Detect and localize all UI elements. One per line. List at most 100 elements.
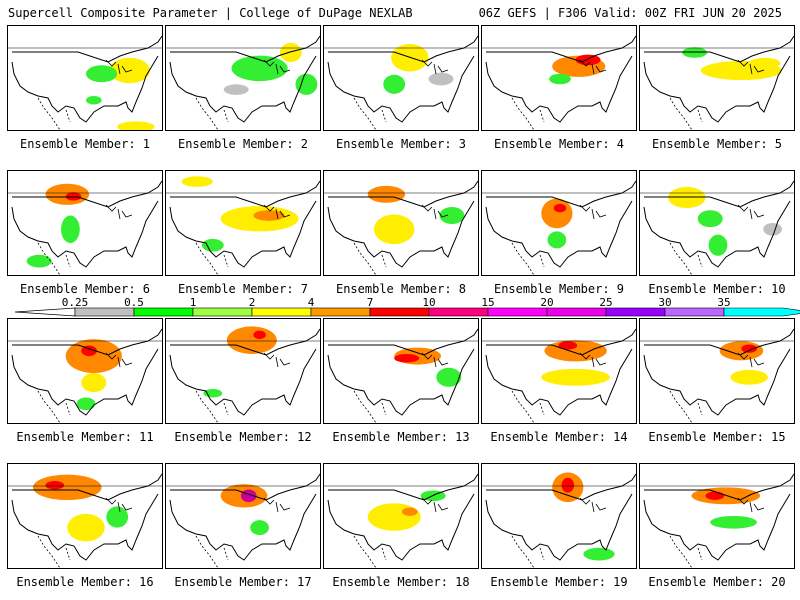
- scp-contour-area: [253, 210, 285, 221]
- scp-contour-area: [541, 368, 610, 386]
- country-border: [327, 473, 478, 561]
- scp-contour-area: [763, 222, 782, 236]
- scp-contour-area: [549, 73, 571, 85]
- mexico-border: [195, 535, 229, 568]
- mexico-border: [511, 535, 545, 568]
- ensemble-map-panel: [7, 25, 163, 131]
- country-border: [643, 473, 794, 561]
- map-canvas: [8, 180, 162, 275]
- ensemble-member-caption: Ensemble Member: 6: [19, 282, 151, 296]
- map-canvas: [482, 35, 636, 130]
- ensemble-member-caption: Ensemble Member: 1: [19, 137, 151, 151]
- ensemble-map-panel: [323, 318, 479, 424]
- ensemble-member-caption: Ensemble Member: 13: [332, 430, 470, 444]
- country-border: [169, 328, 320, 416]
- mexico-border: [669, 535, 703, 568]
- great-lakes-outline: [579, 352, 607, 368]
- great-lakes-outline: [105, 204, 133, 220]
- great-lakes-outline: [263, 204, 291, 220]
- scp-contour-area: [86, 95, 102, 105]
- map-canvas: [640, 473, 794, 568]
- ensemble-member-caption: Ensemble Member: 15: [648, 430, 786, 444]
- scp-contour-area: [65, 192, 82, 201]
- colorbar-swatch: [605, 307, 666, 317]
- scp-contour-area: [682, 47, 708, 58]
- ensemble-map-panel: [165, 318, 321, 424]
- country-border: [327, 180, 478, 268]
- scp-contour-area: [697, 210, 723, 228]
- map-canvas: [8, 473, 162, 568]
- great-lakes-outline: [421, 497, 449, 513]
- ensemble-map-panel: [323, 170, 479, 276]
- scp-contour-area: [201, 238, 224, 252]
- scp-contour-area: [61, 215, 80, 244]
- chart-title: Supercell Composite Parameter | College …: [8, 6, 413, 20]
- great-lakes-outline: [737, 352, 765, 368]
- great-lakes-outline: [263, 352, 291, 368]
- scp-contour-area: [705, 491, 725, 501]
- great-lakes-outline: [737, 59, 765, 75]
- map-canvas: [166, 176, 320, 275]
- colorbar-tick-label: 25: [599, 296, 612, 309]
- scp-contour-area: [250, 520, 269, 536]
- great-lakes-outline: [421, 59, 449, 75]
- colorbar-swatch: [133, 307, 194, 317]
- color-legend: 0.25 0.5 1 2 4 7 10 15 20 25 30 35: [14, 296, 800, 317]
- map-canvas: [166, 35, 320, 130]
- scp-contour-area: [106, 506, 129, 528]
- ensemble-map-panel: [7, 318, 163, 424]
- colorbar-max-arrow: [723, 307, 800, 317]
- scp-contour-area: [558, 341, 578, 350]
- mexico-border: [669, 242, 703, 275]
- ensemble-map-panel: [323, 25, 479, 131]
- mexico-border: [669, 390, 703, 423]
- ensemble-member-caption: Ensemble Member: 7: [177, 282, 309, 296]
- scp-contour-area: [65, 339, 122, 374]
- ensemble-member-caption: Ensemble Member: 12: [174, 430, 312, 444]
- mexico-border: [511, 390, 545, 423]
- ensemble-member-caption: Ensemble Member: 4: [493, 137, 625, 151]
- mexico-border: [195, 242, 229, 275]
- scp-contour-area: [295, 73, 318, 95]
- scp-contour-area: [730, 369, 768, 385]
- run-valid-time: 06Z GEFS | F306 Valid: 00Z FRI JUN 20 20…: [478, 6, 782, 20]
- great-lakes-outline: [421, 352, 449, 368]
- scp-contour-area: [553, 203, 567, 213]
- mexico-border: [353, 242, 387, 275]
- map-canvas: [640, 328, 794, 423]
- great-lakes-outline: [737, 497, 765, 513]
- ensemble-map-panel: [639, 318, 795, 424]
- map-canvas: [640, 180, 794, 275]
- ensemble-map-panel: [639, 170, 795, 276]
- country-border: [643, 35, 794, 123]
- great-lakes-outline: [105, 59, 133, 75]
- country-border: [169, 473, 320, 561]
- scp-contour-area: [575, 54, 601, 66]
- colorbar-tick-label: 1: [190, 296, 197, 309]
- ensemble-member-caption: Ensemble Member: 14: [490, 430, 628, 444]
- scp-contour-area: [541, 198, 573, 229]
- scp-contour-area: [279, 42, 302, 63]
- scp-contour-area: [117, 121, 155, 130]
- scp-contour-area: [86, 65, 118, 83]
- country-border: [643, 180, 794, 268]
- scp-contour-area: [583, 547, 615, 561]
- colorbar-tick-label: 2: [249, 296, 256, 309]
- scp-contour-area: [383, 74, 406, 94]
- ensemble-member-caption: Ensemble Member: 18: [332, 575, 470, 589]
- ensemble-member-caption: Ensemble Member: 17: [174, 575, 312, 589]
- map-canvas: [324, 35, 478, 130]
- ensemble-member-caption: Ensemble Member: 11: [16, 430, 154, 444]
- map-canvas: [324, 328, 478, 423]
- ensemble-member-caption: Ensemble Member: 16: [16, 575, 154, 589]
- country-border: [169, 180, 320, 268]
- scp-contour-area: [181, 176, 213, 187]
- colorbar-tick-label: 7: [367, 296, 374, 309]
- ensemble-map-panel: [639, 25, 795, 131]
- country-border: [327, 328, 478, 416]
- scp-contour-area: [203, 388, 223, 398]
- country-border: [485, 473, 636, 561]
- scp-contour-area: [547, 231, 567, 249]
- scp-contour-area: [691, 487, 761, 505]
- great-lakes-outline: [105, 352, 133, 368]
